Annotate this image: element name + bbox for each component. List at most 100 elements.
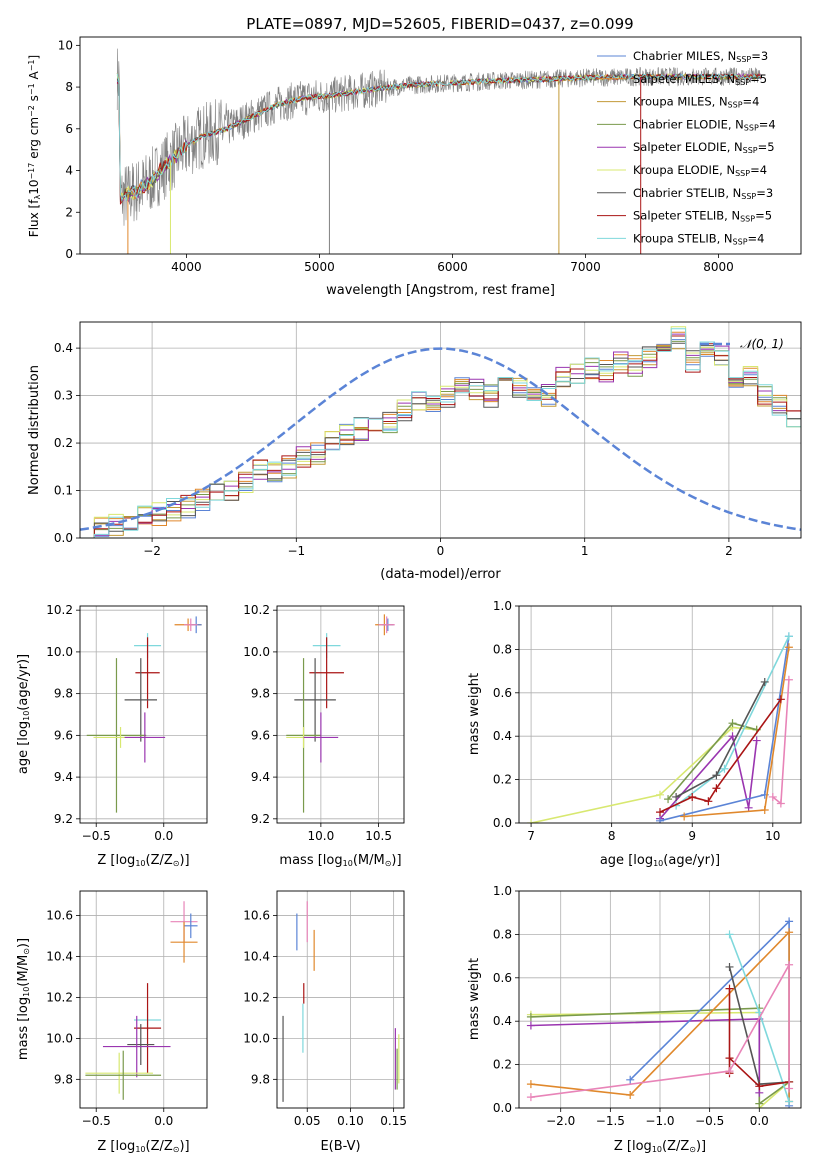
weight-point-marker — [725, 962, 734, 971]
x-axis-label-part: (Z/Z — [146, 1139, 173, 1154]
y-tick-label: 1.0 — [493, 599, 512, 613]
x-tick-label: −0.5 — [695, 1114, 724, 1128]
legend-label: Salpeter STELIB, NSSP=5 — [633, 209, 772, 224]
x-axis-label: E(B-V) — [320, 1139, 360, 1154]
x-axis-label-part: )] — [179, 853, 189, 868]
x-axis-label-part: )] — [391, 853, 401, 868]
y-tick-label: 0.4 — [493, 729, 512, 743]
legend-label-part: Chabrier ELODIE, N — [633, 117, 744, 131]
legend-label-part: Salpeter STELIB, N — [633, 209, 740, 223]
legend-label-part: =5 — [755, 209, 772, 223]
y-axis-label: age [log10(age/yr)] — [16, 654, 31, 774]
y-tick-label: 9.6 — [54, 728, 73, 742]
errorbars — [86, 616, 202, 813]
y-tick-label: 1.0 — [493, 884, 512, 898]
x-tick-label: 5000 — [304, 260, 335, 274]
legend-label: Kroupa STELIB, NSSP=4 — [633, 231, 764, 246]
y-axis-label-part: λ — [33, 195, 42, 200]
y-axis-label-part: ] — [27, 55, 41, 60]
x-tick-label: 0.10 — [337, 1114, 364, 1128]
x-axis-label: (data-model)/error — [380, 567, 501, 582]
x-tick-label: 7 — [527, 829, 535, 843]
weight-point-marker — [760, 677, 769, 686]
x-tick-label: 8000 — [703, 260, 734, 274]
y-tick-label: 0.4 — [54, 341, 73, 355]
legend-label: Chabrier ELODIE, NSSP=4 — [633, 117, 776, 132]
weight-point-marker — [785, 1097, 794, 1106]
weight-point-marker — [728, 732, 737, 741]
x-axis-label-part: 10 — [135, 859, 145, 868]
y-axis-label: mass weight — [467, 958, 482, 1040]
legend-label-part: Kroupa STELIB, N — [633, 231, 733, 245]
legend-label: Kroupa ELODIE, NSSP=4 — [633, 163, 767, 178]
weight-point-marker — [664, 795, 673, 804]
weight-point-marker — [760, 805, 769, 814]
spectrum-model-line — [116, 73, 761, 203]
y-axis-label-part: 10 — [22, 987, 31, 997]
y-axis-label: Normed distribution — [27, 365, 42, 495]
x-axis-label: wavelength [Angstrom, rest frame] — [326, 283, 555, 298]
y-tick-label: 0.8 — [493, 927, 512, 941]
x-axis-label-part: )] — [696, 1139, 706, 1154]
y-tick-label: 0.6 — [493, 686, 512, 700]
legend-label-part: Salpeter MILES, N — [633, 72, 735, 86]
weight-point-marker — [776, 799, 785, 808]
x-tick-label: −2.0 — [546, 1114, 575, 1128]
x-axis-label-part: (Z/Z — [146, 853, 173, 868]
x-tick-label: 0.0 — [154, 1114, 173, 1128]
weight-point-marker — [776, 695, 785, 704]
legend-label-part: Kroupa ELODIE, N — [633, 163, 735, 177]
weight-point-marker — [712, 784, 721, 793]
y-axis-label-part: (M/M — [16, 955, 31, 987]
y-tick-label: 9.8 — [251, 1072, 270, 1086]
weight-point-marker — [656, 816, 664, 823]
legend-label-part: SSP — [733, 237, 748, 246]
y-tick-label: 10 — [58, 38, 73, 52]
axes-frame — [276, 890, 405, 1109]
y-axis-label-part: Flux [f — [27, 199, 41, 237]
legend-label: Salpeter MILES, NSSP=5 — [633, 72, 767, 87]
plot-residuals: −2 −1 0 1 2 0.0 0.1 0.2 0.3 0.4 (data-model)/error… — [27, 321, 802, 582]
legend-label-part: =4 — [743, 95, 760, 109]
hist-series-step — [80, 345, 801, 538]
y-tick-label: 10.4 — [46, 950, 73, 964]
weight-point-marker — [785, 1084, 794, 1093]
x-tick-label: −1.5 — [596, 1114, 625, 1128]
legend-label-part: =5 — [758, 140, 775, 154]
x-tick-label: 6000 — [437, 260, 468, 274]
y-axis-label-part: (age/yr)] — [16, 654, 31, 711]
y-axis-label-part: mass [log — [16, 997, 31, 1060]
legend-label-part: SSP — [728, 101, 743, 110]
x-axis-label-part: 10 — [343, 859, 353, 868]
legend-label: Chabrier STELIB, NSSP=3 — [633, 186, 773, 201]
y-tick-label: 9.2 — [251, 812, 270, 826]
hist-series-step — [80, 326, 801, 538]
y-tick-label: 10.0 — [46, 645, 73, 659]
y-tick-label: 6 — [65, 122, 73, 136]
y-axis-label-part: ⊙ — [22, 948, 31, 955]
plot-weight_vs_Z: −2.0 −1.5 −1.0 −0.5 0.0 0.0 0.2 0.4 0.6 0.8 1.0 Z [… — [467, 884, 802, 1154]
x-axis-label-part: Z [log — [614, 1139, 652, 1154]
weight-series-line — [659, 636, 790, 822]
y-axis-label: mass weight — [467, 673, 482, 755]
y-tick-label: 0.0 — [493, 1101, 512, 1115]
y-tick-label: 9.2 — [54, 812, 73, 826]
figure-title: PLATE=0897, MJD=52605, FIBERID=0437, z=0… — [246, 15, 633, 33]
x-axis-label: Z [log10(Z/Z⊙)] — [97, 853, 189, 868]
legend-label-part: =5 — [750, 72, 767, 86]
y-tick-label: 9.6 — [251, 728, 270, 742]
weight-point-marker — [785, 960, 794, 969]
legend-label-part: Chabrier STELIB, N — [633, 186, 741, 200]
y-tick-label: 9.4 — [251, 770, 270, 784]
hist-series-step — [80, 328, 801, 538]
x-axis-label: mass [log10(M/M⊙)] — [279, 853, 401, 868]
legend-label: Chabrier MILES, NSSP=3 — [633, 49, 768, 64]
x-tick-label: −1 — [287, 544, 305, 558]
y-tick-label: 10.6 — [46, 909, 73, 923]
y-axis-label-part: age [log — [16, 721, 31, 774]
weight-point-marker — [785, 928, 794, 937]
legend-label-part: SSP — [744, 123, 759, 132]
legend-label-part: =4 — [748, 231, 765, 245]
